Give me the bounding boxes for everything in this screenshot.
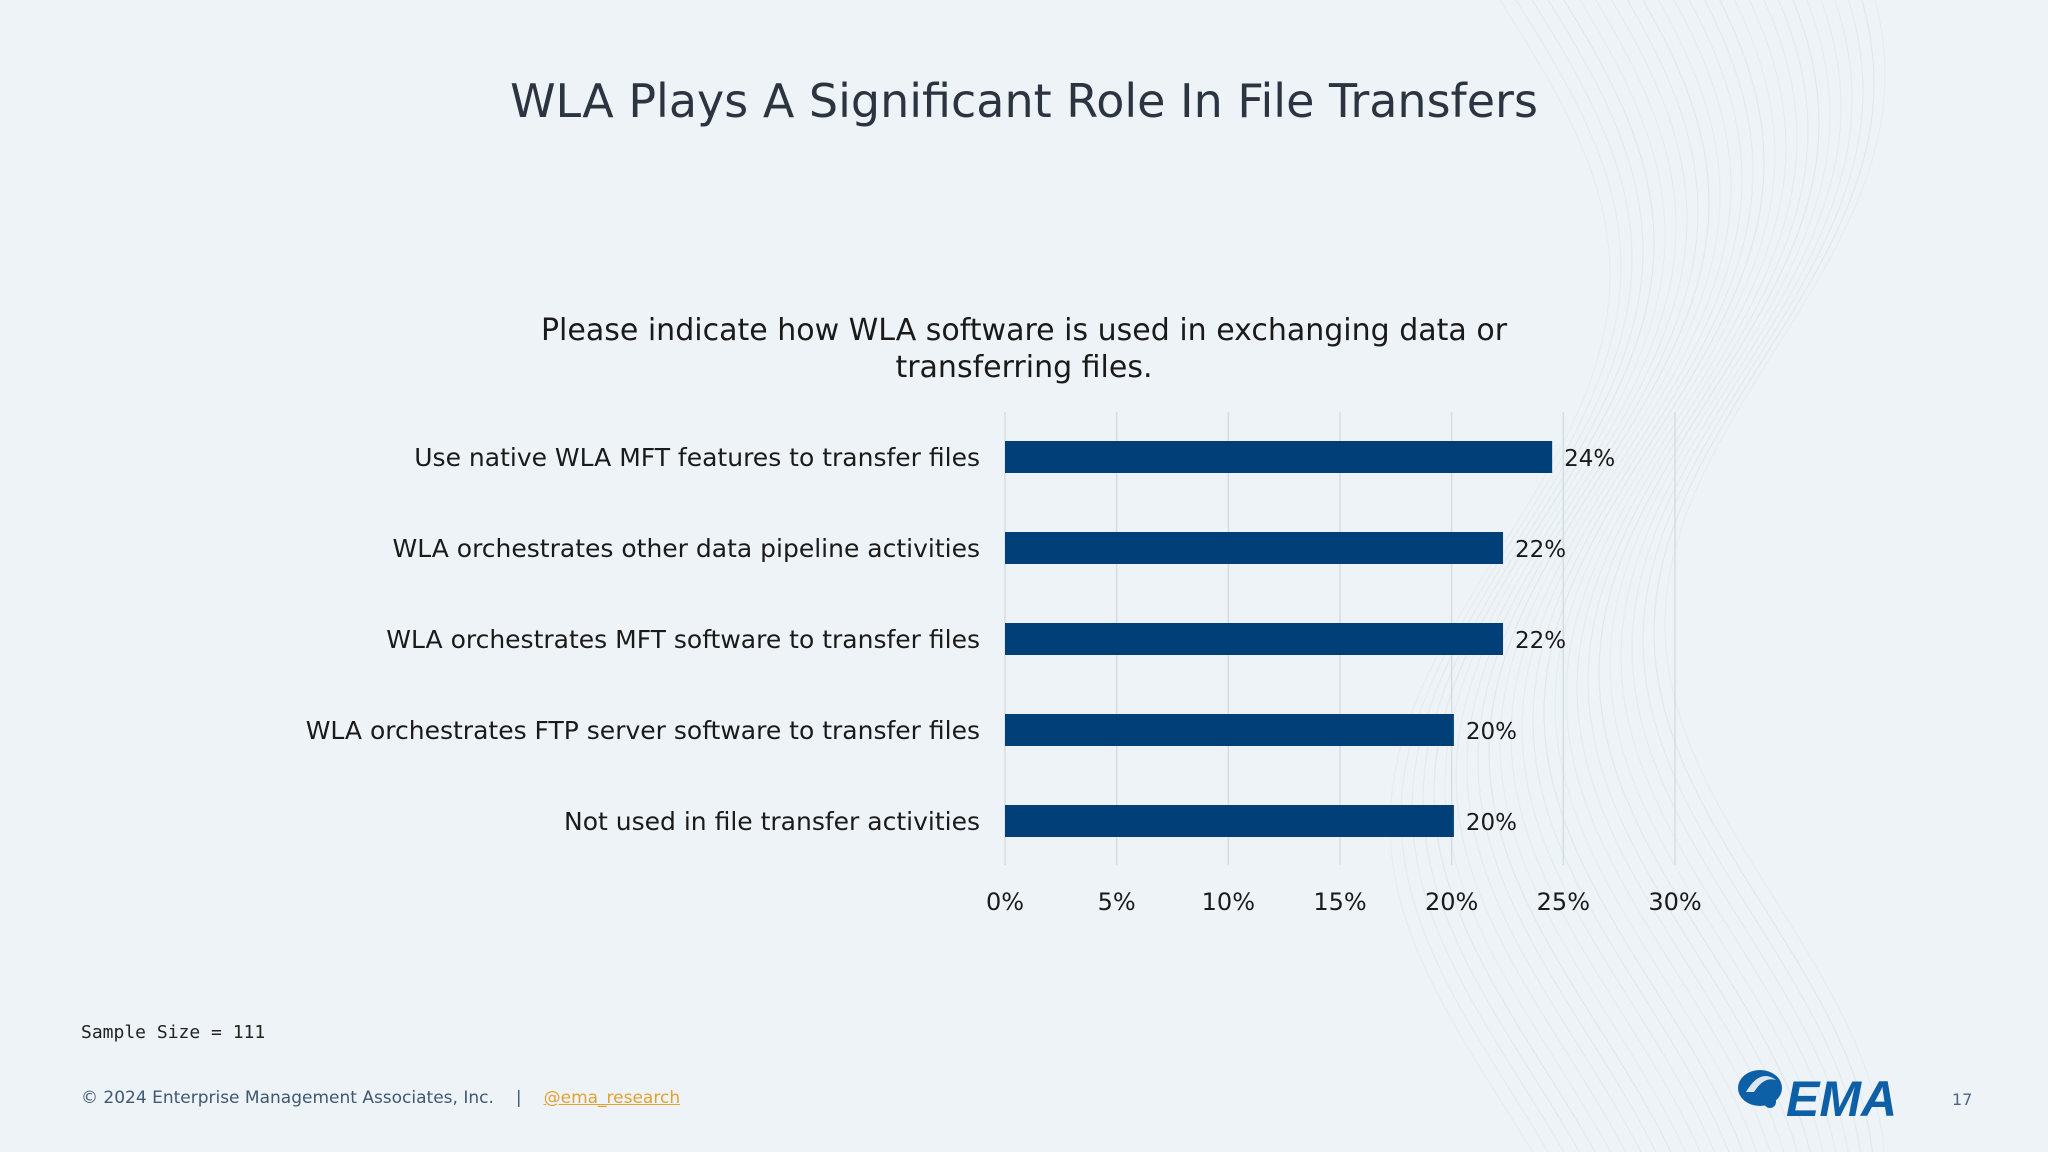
bar: [1005, 714, 1454, 746]
wave-line: [1554, 0, 1776, 1152]
x-tick-label: 25%: [1537, 888, 1590, 916]
wave-line: [1565, 0, 1787, 1152]
value-label: 24%: [1564, 446, 1615, 472]
wave-line: [1631, 0, 1853, 1152]
footer-separator: |: [515, 1088, 522, 1108]
x-tick-label: 15%: [1313, 888, 1366, 916]
wave-line: [1642, 0, 1864, 1152]
bar: [1005, 441, 1553, 473]
wave-line: [1400, 0, 1622, 1152]
wave-line: [1543, 0, 1765, 1152]
wave-line: [1466, 0, 1688, 1152]
sample-size-note: Sample Size = 111: [81, 1022, 266, 1043]
wave-line: [1455, 0, 1677, 1152]
labels: 0% 5% 10% 15% 20% 25% 30% Use native WLA MFT fe…: [306, 443, 1702, 916]
slide-title: WLA Plays A Significant Role In File Tra…: [510, 74, 1538, 128]
footer-social-handle-link[interactable]: @ema_research: [543, 1088, 681, 1108]
x-tick-label: 5%: [1098, 888, 1136, 916]
category-label: WLA orchestrates FTP server software to …: [306, 716, 980, 745]
bars: [1005, 441, 1553, 837]
ema-logo: EMA: [1738, 1070, 1897, 1124]
page-number: 17: [1952, 1090, 1973, 1109]
wave-line: [1477, 0, 1699, 1152]
wave-line: [1433, 0, 1655, 1152]
wave-line: [1576, 0, 1798, 1152]
wave-line: [1411, 0, 1633, 1152]
bar: [1005, 532, 1504, 564]
category-label: Use native WLA MFT features to transfer …: [414, 443, 980, 472]
value-label: 22%: [1515, 537, 1566, 563]
wave-line: [1609, 0, 1831, 1152]
category-label: WLA orchestrates MFT software to transfe…: [386, 625, 980, 654]
category-label: Not used in file transfer activities: [564, 807, 980, 836]
wave-line: [1664, 0, 1886, 1152]
chart-title-line-2: transferring files.: [895, 350, 1153, 385]
wave-line: [1620, 0, 1842, 1152]
wave-line: [1521, 0, 1743, 1152]
footer-copyright: © 2024 Enterprise Management Associates,…: [81, 1088, 494, 1108]
wave-line: [1532, 0, 1754, 1152]
bar: [1005, 805, 1454, 837]
value-label: 22%: [1515, 628, 1566, 654]
logo-text: EMA: [1786, 1071, 1897, 1124]
wave-line: [1587, 0, 1809, 1152]
wave-line: [1422, 0, 1644, 1152]
wave-line: [1598, 0, 1820, 1152]
x-tick-label: 20%: [1425, 888, 1478, 916]
wave-line: [1444, 0, 1666, 1152]
footer: © 2024 Enterprise Management Associates,…: [81, 1088, 680, 1108]
wave-line: [1653, 0, 1875, 1152]
wave-line: [1510, 0, 1732, 1152]
chart-title-line-1: Please indicate how WLA software is used…: [540, 313, 1508, 348]
value-label: 20%: [1466, 719, 1517, 745]
wave-line: [1499, 0, 1721, 1152]
category-label: WLA orchestrates other data pipeline act…: [393, 534, 981, 563]
x-tick-label: 30%: [1648, 888, 1701, 916]
bar: [1005, 623, 1504, 655]
wave-line: [1389, 0, 1611, 1152]
value-label: 20%: [1466, 810, 1517, 836]
x-tick-label: 0%: [986, 888, 1024, 916]
x-tick-label: 10%: [1202, 888, 1255, 916]
wave-line: [1488, 0, 1710, 1152]
